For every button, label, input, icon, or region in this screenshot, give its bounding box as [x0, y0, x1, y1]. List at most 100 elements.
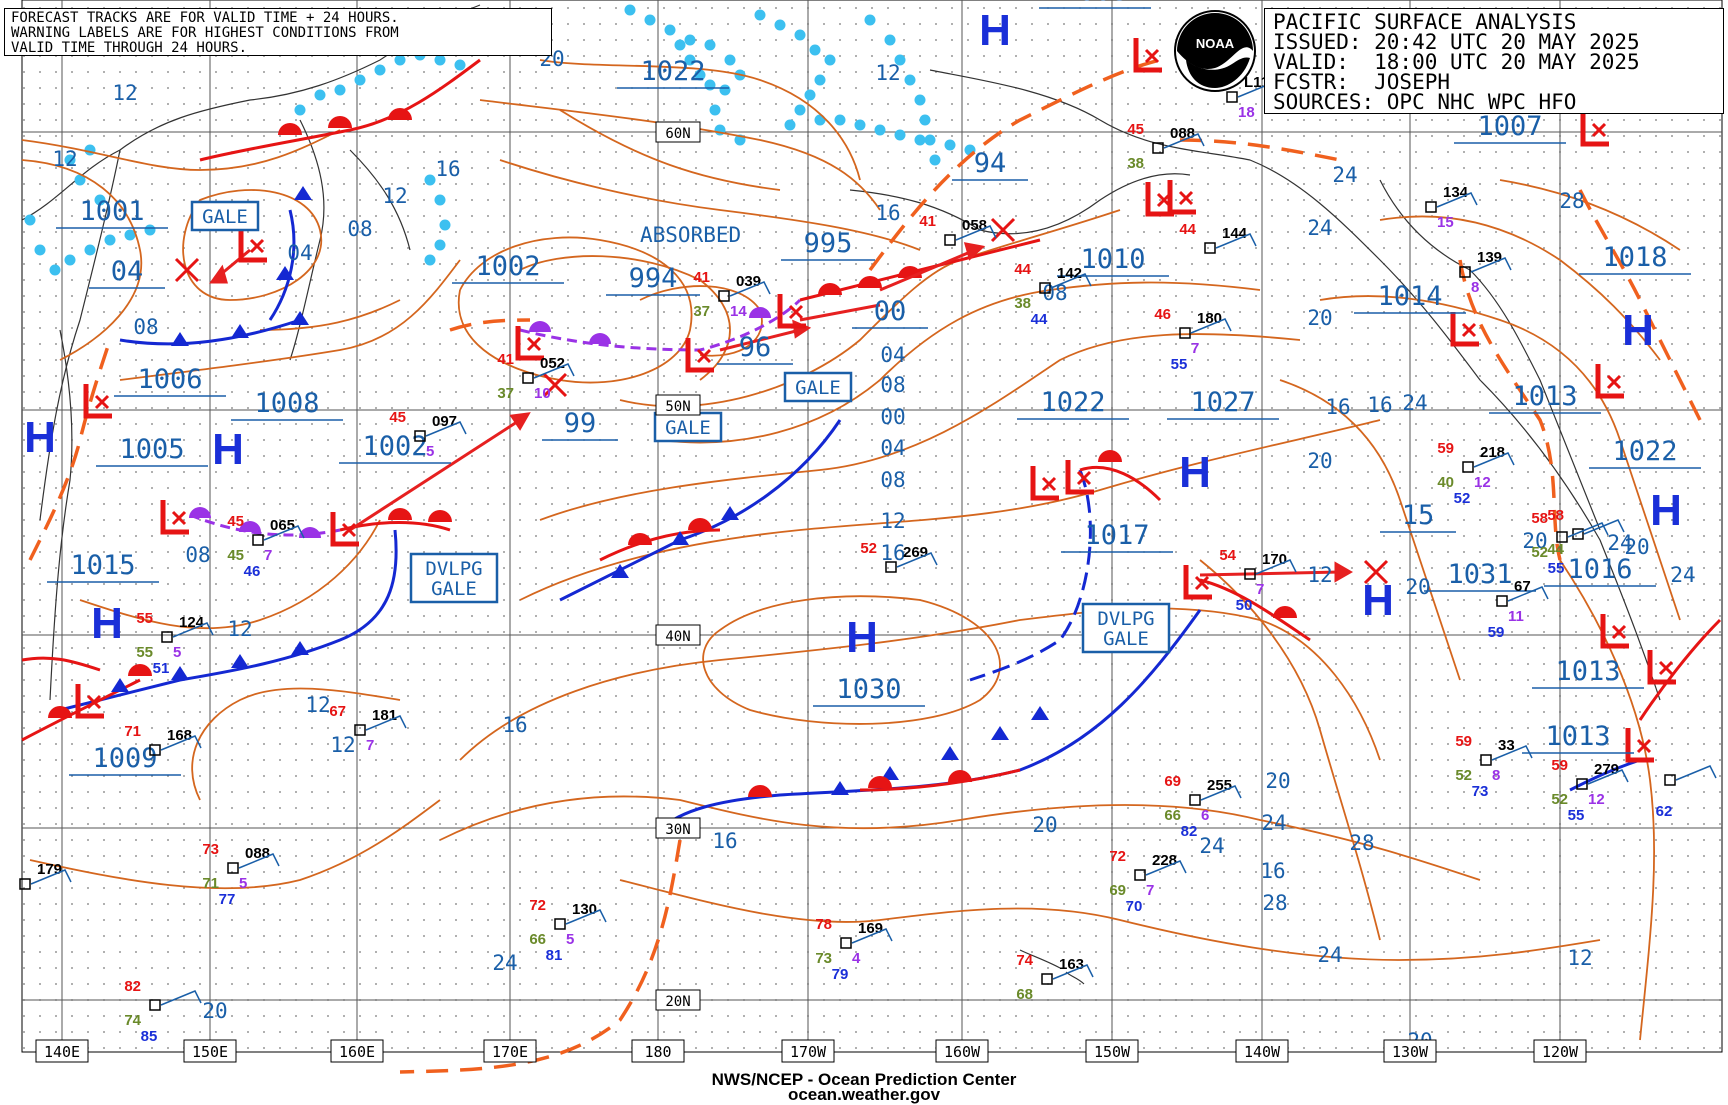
ice-dot	[684, 54, 696, 66]
warning-box	[783, 371, 853, 403]
high-center-symbol: H	[1179, 448, 1211, 497]
ship-pressure-tendency: 5	[173, 644, 181, 661]
ship-marker	[885, 561, 897, 573]
valid-time: VALID: 18:00 UTC 20 MAY 2025	[1273, 50, 1640, 74]
isobar-value-label: 08	[880, 468, 905, 492]
wind-barb	[1200, 785, 1242, 801]
ship-pressure: 163	[1059, 956, 1084, 973]
longitude-label-box	[631, 1039, 685, 1063]
longitude-label-box	[35, 1039, 89, 1063]
ice-dot	[794, 104, 806, 116]
high-center-symbol: H	[91, 599, 123, 648]
ice-dot	[454, 59, 466, 71]
ice-dot	[814, 74, 826, 86]
fronts	[21, 58, 1722, 835]
ship-marker	[1039, 282, 1051, 294]
ship-temperature: 45	[227, 513, 244, 530]
wind-barb	[1507, 586, 1549, 602]
longitude-label: 160E	[339, 1043, 375, 1061]
ice-dot	[354, 74, 366, 86]
ice-dot	[644, 14, 656, 26]
low-center-symbol	[1065, 460, 1094, 495]
cold-front-symbol	[1031, 706, 1049, 720]
wind-barb	[1470, 257, 1512, 273]
ice-dot	[724, 54, 736, 66]
high-center-symbol: H	[24, 413, 56, 462]
pressure-center-label: 1022	[1040, 387, 1105, 418]
ship-pressure: 065	[270, 517, 295, 534]
ship-marker	[1189, 794, 1201, 806]
ship-temperature: 44	[1014, 261, 1031, 278]
cold-front	[969, 469, 1092, 682]
pressure-center-label: 1031	[1447, 559, 1512, 590]
ice-dot	[424, 174, 436, 186]
ship-marker	[149, 999, 161, 1011]
ship-pressure: 168	[167, 727, 192, 744]
latitude-label-box	[655, 394, 701, 416]
longitude-label: 150E	[192, 1043, 228, 1061]
high-center-symbol: H	[1362, 576, 1394, 625]
ship-obs: 179	[19, 861, 72, 890]
ice-dot	[124, 229, 136, 241]
ice-dot	[874, 124, 886, 136]
isobar-value-label: 28	[1262, 891, 1287, 915]
low-letter	[75, 684, 104, 719]
isobar-value-label: 12	[875, 61, 900, 85]
low-letter	[1450, 312, 1479, 347]
isobar-value-label: 04	[880, 436, 905, 460]
pressure-center-label: 1013	[1512, 381, 1577, 412]
isobar-value-label: 24	[1332, 163, 1357, 187]
isobar-value-label: 00	[880, 405, 905, 429]
isobar-value-label: 24	[1402, 391, 1427, 415]
isobar-value-label: 12	[382, 184, 407, 208]
low-cross	[1461, 322, 1477, 338]
ship-marker	[718, 290, 730, 302]
pressure-center-label: 1016	[1567, 554, 1632, 585]
wind-barb	[565, 909, 607, 925]
ship-pressure: 279	[1594, 761, 1619, 778]
ship-marker	[840, 937, 852, 949]
low-cross	[696, 348, 712, 364]
ship-temperature: 41	[693, 269, 710, 286]
occluded-front-symbol	[589, 333, 611, 344]
ship-marker	[19, 878, 31, 890]
ship-obs: 78 169 73 479	[815, 916, 893, 983]
cold-front-symbol	[881, 766, 899, 780]
warm-front	[859, 768, 1021, 792]
low-center-symbol	[1625, 728, 1654, 763]
ship-marker	[1152, 142, 1164, 154]
ship-visibility: 55	[1171, 356, 1188, 373]
high-center-symbol: H	[1622, 306, 1654, 355]
ship-temperature: 69	[1164, 773, 1181, 790]
isobar-value-label: 12	[880, 509, 905, 533]
ship-visibility: 81	[546, 947, 563, 964]
pressure-center-label: 1010	[1080, 244, 1145, 275]
low-cross	[1591, 122, 1607, 138]
warning-label: GALE	[665, 417, 711, 439]
wind-barb	[1255, 559, 1297, 575]
wind-barb	[1583, 519, 1625, 535]
ship-visibility: 50	[1236, 597, 1253, 614]
ship-pressure-tendency: 12	[1588, 791, 1605, 808]
pressure-center-label: 1005	[119, 434, 184, 465]
ship-marker	[1041, 973, 1053, 985]
pressure-center-label: 995	[804, 228, 853, 259]
latitude-label: 40N	[665, 629, 690, 645]
low-center-symbol	[685, 338, 714, 373]
wind-barb	[1190, 318, 1232, 334]
ship-dewpoint: 37	[497, 385, 514, 402]
isobar-value-label: 20	[1405, 575, 1430, 599]
ship-pressure-tendency: 7	[1256, 581, 1264, 598]
isobar-value-label: 08	[347, 217, 372, 241]
ship-temperature: 41	[497, 351, 514, 368]
ship-marker	[1244, 568, 1256, 580]
ship-dewpoint: 52	[1531, 544, 1548, 561]
low-cross	[94, 394, 110, 410]
occluded-front-symbol	[189, 507, 211, 518]
ship-obs: 72 130 66 581	[529, 897, 607, 964]
